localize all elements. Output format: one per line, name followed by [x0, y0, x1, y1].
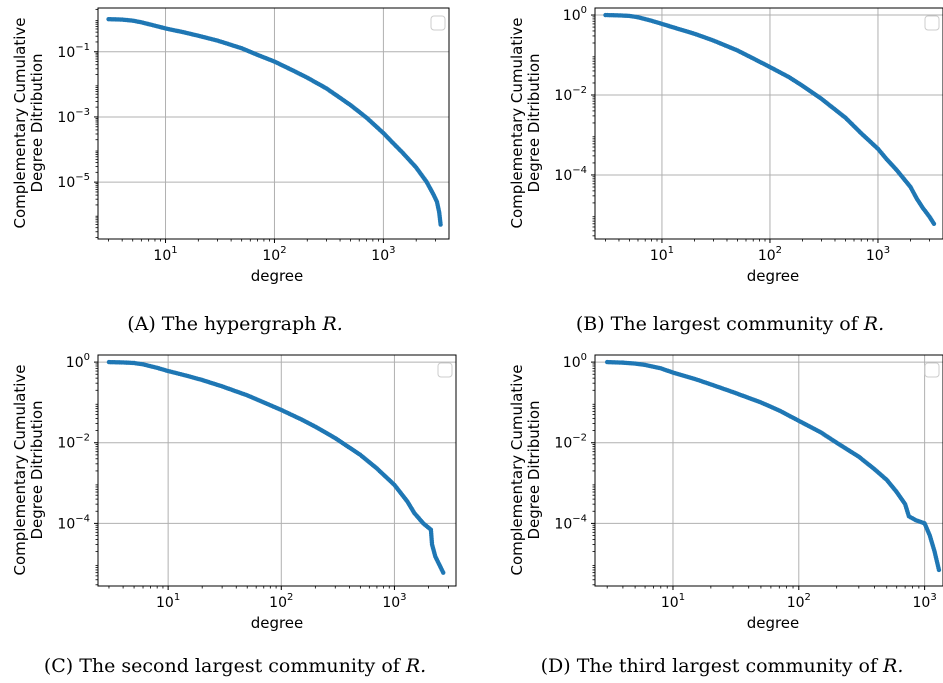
x-tick-label: 102: [269, 592, 293, 611]
legend-box: [924, 362, 940, 378]
axes-frame: [97, 7, 450, 240]
x-tick-label: 103: [913, 592, 937, 611]
x-tick-label: 102: [758, 245, 782, 264]
y-axis-label: Complementary CumulativeDegree Ditributi…: [11, 364, 46, 575]
x-axis-label: degree: [251, 614, 304, 632]
y-tick-label: 100: [66, 352, 90, 371]
x-axis-label: degree: [747, 614, 800, 632]
panel-c: 101 102 103 100 10−2 10−4 degree Complementary …: [11, 352, 457, 677]
x-tick-label: 103: [382, 592, 406, 611]
x-tick-label: 102: [787, 592, 811, 611]
x-tick-label: 101: [153, 245, 177, 264]
x-tick-label: 101: [156, 592, 180, 611]
y-tick-label: 100: [563, 5, 587, 24]
panel-b: 101 102 103 100 10−2 10−4 degree Complementary …: [508, 5, 943, 335]
y-tick-label: 10−4: [554, 513, 587, 532]
x-axis-label: degree: [251, 267, 304, 285]
panel-caption: (A) The hypergraph R.: [127, 313, 343, 335]
legend-box: [437, 362, 453, 378]
x-tick-label: 103: [371, 245, 395, 264]
y-axis-label: Complementary CumulativeDegree Ditributi…: [508, 364, 543, 575]
y-tick-label: 10−5: [57, 172, 90, 191]
data-point: [931, 221, 937, 226]
y-axis-label: Complementary CumulativeDegree Ditributi…: [508, 17, 543, 228]
data-point: [936, 567, 942, 573]
axes-frame: [594, 7, 943, 240]
panel-d: 101 102 103 100 10−2 10−4 degree Complementary …: [508, 352, 943, 677]
y-tick-label: 10−2: [554, 85, 587, 104]
panel-caption: (D) The third largest community of R.: [541, 655, 904, 677]
y-tick-label: 10−3: [57, 107, 90, 126]
y-tick-label: 10−4: [554, 165, 587, 184]
panel-caption: (B) The largest community of R.: [576, 313, 884, 335]
axes-frame: [594, 354, 943, 587]
panel-caption: (C) The second largest community of R.: [44, 655, 426, 677]
legend-box: [430, 15, 446, 31]
y-tick-label: 10−2: [554, 433, 587, 452]
data-point: [441, 570, 446, 575]
x-tick-label: 102: [262, 245, 286, 264]
y-tick-label: 10−2: [57, 433, 90, 452]
x-tick-label: 101: [650, 245, 674, 264]
x-tick-label: 103: [866, 245, 890, 264]
y-tick-label: 10−4: [57, 513, 90, 532]
x-tick-label: 101: [661, 592, 685, 611]
x-axis-label: degree: [747, 267, 800, 285]
panel-a: 101 102 103 10−1 10−3 10−5 degree Complementary…: [11, 7, 450, 335]
data-point: [438, 222, 443, 227]
legend-box: [924, 15, 940, 31]
y-tick-label: 100: [563, 352, 587, 371]
axes-frame: [97, 354, 457, 587]
y-tick-label: 10−1: [57, 42, 90, 61]
y-axis-label: Complementary CumulativeDegree Ditributi…: [11, 17, 46, 228]
